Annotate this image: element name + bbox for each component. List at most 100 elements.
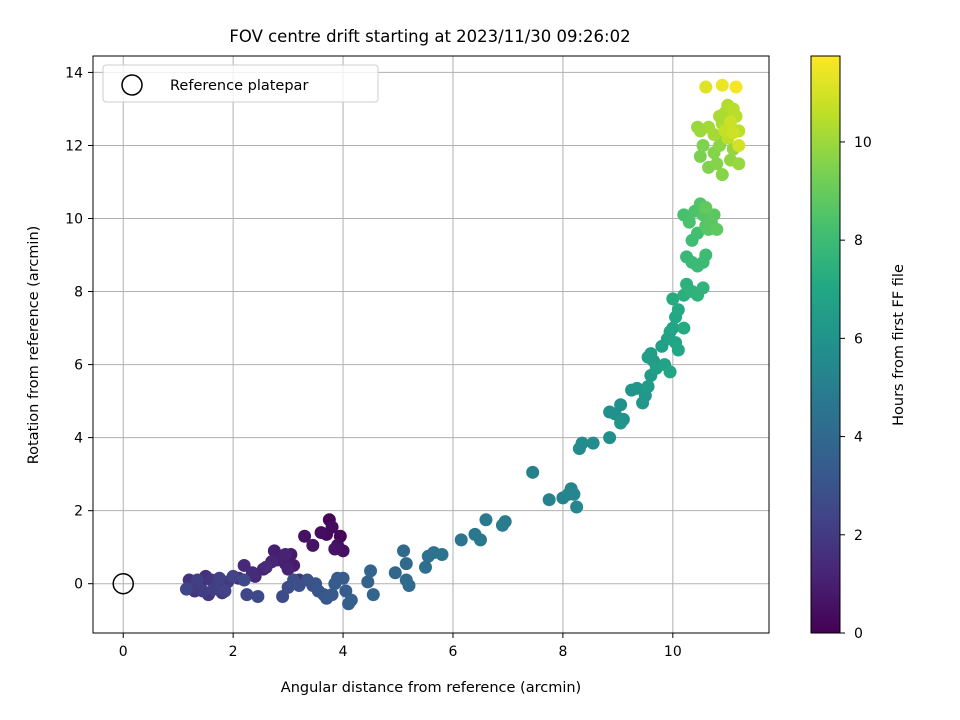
colorbar-gradient: [810, 55, 841, 634]
chart-title: FOV centre drift starting at 2023/11/30 …: [229, 27, 630, 46]
scatter-point: [298, 529, 312, 543]
scatter-point: [641, 379, 655, 393]
scatter-point: [696, 138, 710, 152]
y-tick-label: 8: [74, 285, 83, 301]
colorbar-tick-label: 4: [854, 430, 863, 446]
scatter-point: [671, 343, 685, 357]
scatter-point: [251, 589, 265, 603]
scatter-point: [325, 588, 339, 602]
legend-marker-icon: [121, 74, 143, 96]
scatter-point: [677, 321, 691, 335]
scatter-point: [402, 579, 416, 593]
colorbar-ticks: 0 2 4 6 8 10: [840, 135, 872, 642]
scatter-point: [226, 569, 240, 583]
y-tick-label: 14: [65, 65, 83, 81]
scatter-point: [498, 515, 512, 529]
colorbar-tick-label: 6: [854, 331, 863, 347]
scatter-point: [259, 560, 273, 574]
scatter-point: [399, 557, 413, 571]
scatter-point: [724, 115, 738, 129]
y-tick-label: 0: [74, 577, 83, 593]
scatter-point: [707, 128, 721, 142]
scatter-point: [454, 533, 468, 547]
scatter-point: [212, 571, 226, 585]
scatter-point: [328, 577, 342, 591]
legend-label: Reference platepar: [170, 78, 308, 94]
scatter-point: [397, 544, 411, 558]
scatter-point: [542, 493, 556, 507]
y-axis-ticks: 0 2 4 6 8 10 12 14: [65, 65, 93, 593]
scatter-point: [179, 582, 193, 596]
scatter-point: [699, 201, 713, 215]
scatter-point: [570, 500, 584, 514]
scatter-point: [666, 292, 680, 306]
scatter-point: [710, 222, 724, 236]
x-tick-label: 2: [229, 644, 238, 660]
x-tick-label: 0: [119, 644, 128, 660]
colorbar-tick-label: 8: [854, 233, 863, 249]
scatter-point: [614, 416, 628, 430]
scatter-point: [419, 560, 433, 574]
legend-box: [102, 64, 379, 103]
scatter-point: [715, 168, 729, 182]
scatter-point: [366, 588, 380, 602]
y-tick-label: 6: [74, 358, 83, 374]
scatter-point: [361, 575, 375, 589]
scatter-point: [603, 431, 617, 445]
scatter-point: [190, 573, 204, 587]
legend: Reference platepar: [102, 64, 379, 103]
scatter-point: [614, 398, 628, 412]
scatter-point: [388, 566, 402, 580]
scatter-point: [715, 78, 729, 92]
scatter-point: [218, 584, 232, 598]
scatter-point: [281, 562, 295, 576]
y-axis-label: Rotation from reference (arcmin): [26, 226, 42, 465]
plot-frame: [92, 55, 770, 634]
scatter-point: [699, 248, 713, 262]
scatter-point: [196, 584, 210, 598]
scatter-point: [726, 126, 740, 140]
y-tick-label: 12: [65, 138, 83, 154]
scatter-point: [314, 526, 328, 540]
y-tick-label: 10: [65, 212, 83, 228]
x-tick-label: 8: [558, 644, 567, 660]
scatter-point: [364, 564, 378, 578]
reference-platepar-marker: [112, 572, 134, 595]
scatter-point: [693, 149, 707, 163]
scatter-point: [666, 321, 680, 335]
colorbar-label: Hours from first FF file: [891, 264, 907, 426]
scatter-point: [699, 80, 713, 94]
x-tick-label: 10: [664, 644, 682, 660]
scatter-point: [207, 582, 221, 596]
scatter-point: [328, 542, 342, 556]
scatter-point: [567, 487, 581, 501]
scatter-point: [344, 593, 358, 607]
colorbar-tick-label: 10: [854, 135, 872, 151]
scatter-point: [586, 436, 600, 450]
scatter-points: [179, 78, 746, 611]
scatter-point: [278, 547, 292, 561]
y-tick-label: 2: [74, 504, 83, 520]
scatter-point: [237, 573, 251, 587]
scatter-point: [732, 138, 746, 152]
scatter-point: [663, 365, 677, 379]
scatter-point: [479, 513, 493, 527]
colorbar-tick-label: 2: [854, 528, 863, 544]
scatter-point: [644, 347, 658, 361]
x-tick-label: 4: [339, 644, 348, 660]
scatter-point: [435, 547, 449, 561]
x-tick-label: 6: [449, 644, 458, 660]
scatter-point: [240, 588, 254, 602]
scatter-point: [696, 281, 710, 295]
scatter-point: [710, 157, 724, 171]
scatter-point: [671, 303, 685, 317]
scatter-point: [729, 80, 743, 94]
colorbar-tick-label: 0: [854, 626, 863, 642]
scatter-point: [732, 157, 746, 171]
scatter-point: [306, 538, 320, 552]
colorbar: 0 2 4 6 8 10 Hours from first FF file: [810, 55, 907, 642]
x-axis-label: Angular distance from reference (arcmin): [281, 680, 581, 696]
scatter-point: [575, 436, 589, 450]
scatter-point: [682, 215, 696, 229]
